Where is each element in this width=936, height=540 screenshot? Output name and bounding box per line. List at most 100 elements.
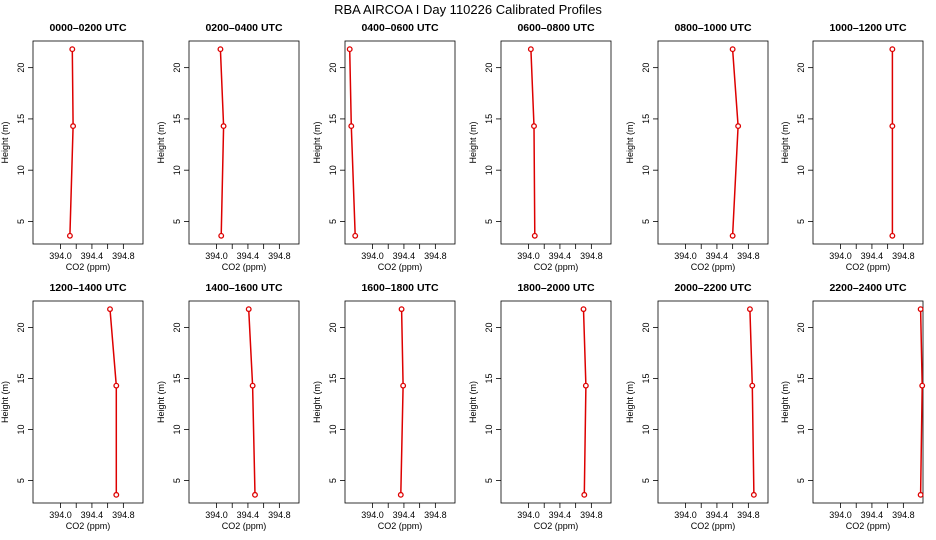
panel-title: 0400–0600 UTC [361,22,438,34]
plot-frame [657,300,769,504]
profile-point [581,491,588,498]
x-tick-label: 394.0 [49,510,72,520]
y-tick-label: 20 [172,63,182,73]
y-tick-label: 5 [328,219,338,224]
y-tick-label: 15 [641,114,651,124]
profile-point [729,46,736,53]
plot-frame [500,40,612,245]
y-tick-label: 5 [16,478,26,483]
x-tick-label: 394.0 [361,510,384,520]
panel-title: 1600–1800 UTC [361,282,438,294]
panel-title: 0000–0200 UTC [49,22,126,34]
y-tick-label: 20 [484,323,494,333]
x-tick-label: 394.0 [674,251,697,261]
y-tick-label: 5 [172,478,182,483]
x-tick-label: 394.8 [112,251,135,261]
y-tick-label: 20 [796,323,806,333]
y-tick-label: 20 [328,63,338,73]
x-tick-label: 394.0 [205,251,228,261]
x-tick-label: 394.0 [517,510,540,520]
x-tick-label: 394.0 [205,510,228,520]
x-axis-label: CO2 (ppm) [534,262,579,272]
profile-point [527,46,534,53]
y-tick-label: 15 [328,114,338,124]
x-tick-label: 394.8 [737,251,760,261]
profile-point [69,46,76,53]
y-tick-label: 15 [796,374,806,384]
x-tick-label: 394.8 [268,251,291,261]
x-tick-label: 394.4 [706,510,729,520]
x-tick-label: 394.4 [393,251,416,261]
profile-point [113,382,120,389]
profile-line [749,309,755,495]
x-tick-label: 394.4 [861,251,884,261]
panel-title: 0600–0800 UTC [517,22,594,34]
plot-frame [812,40,924,245]
y-tick-label: 5 [641,478,651,483]
profile-point [919,382,926,389]
y-tick-label: 15 [16,374,26,384]
y-axis-label: Height (m) [312,121,322,163]
profile-line [348,49,356,236]
y-tick-label: 20 [328,323,338,333]
x-tick-label: 394.8 [424,510,447,520]
y-tick-label: 20 [796,63,806,73]
y-axis-label: Height (m) [625,121,635,163]
x-axis-label: CO2 (ppm) [846,262,891,272]
profile-point [113,491,120,498]
profile-point [889,46,896,53]
y-axis-label: Height (m) [468,121,478,163]
x-tick-label: 394.8 [892,251,915,261]
profile-point [397,491,404,498]
x-tick-label: 394.8 [737,510,760,520]
y-tick-label: 10 [796,165,806,175]
profile-point [729,232,736,239]
profile-point [348,123,355,130]
x-axis-label: CO2 (ppm) [691,521,736,531]
profile-point [245,306,252,313]
y-tick-label: 20 [484,63,494,73]
panel-title: 0200–0400 UTC [205,22,282,34]
profile-line [919,309,923,495]
x-tick-label: 394.4 [237,510,260,520]
x-tick-label: 394.8 [580,251,603,261]
profile-point [889,232,896,239]
profile-point [217,46,224,53]
profile-line [69,49,74,236]
profile-line [731,49,739,236]
y-tick-label: 15 [796,114,806,124]
profile-line [400,309,404,495]
profile-point [531,232,538,239]
x-tick-label: 394.0 [361,251,384,261]
y-tick-label: 10 [328,425,338,435]
y-tick-label: 5 [484,478,494,483]
x-tick-label: 394.4 [549,251,572,261]
x-tick-label: 394.4 [706,251,729,261]
plot-frame [344,300,456,504]
y-tick-label: 5 [328,478,338,483]
x-tick-label: 394.8 [892,510,915,520]
panel-title: 2200–2400 UTC [829,282,906,294]
profile-point [252,491,258,498]
panel-title: 1400–1600 UTC [205,282,282,294]
y-axis-label: Height (m) [312,381,322,423]
y-axis-label: Height (m) [625,381,635,423]
y-tick-label: 10 [328,165,338,175]
y-tick-label: 10 [172,165,182,175]
y-tick-label: 15 [484,114,494,124]
y-axis-label: Height (m) [780,121,790,163]
y-tick-label: 15 [16,114,26,124]
plot-frame [32,300,144,504]
y-axis-label: Height (m) [156,381,166,423]
plot-frame [344,40,456,245]
profile-point [580,306,587,313]
profile-point [582,382,589,389]
y-tick-label: 15 [172,374,182,384]
profile-point [746,306,753,313]
